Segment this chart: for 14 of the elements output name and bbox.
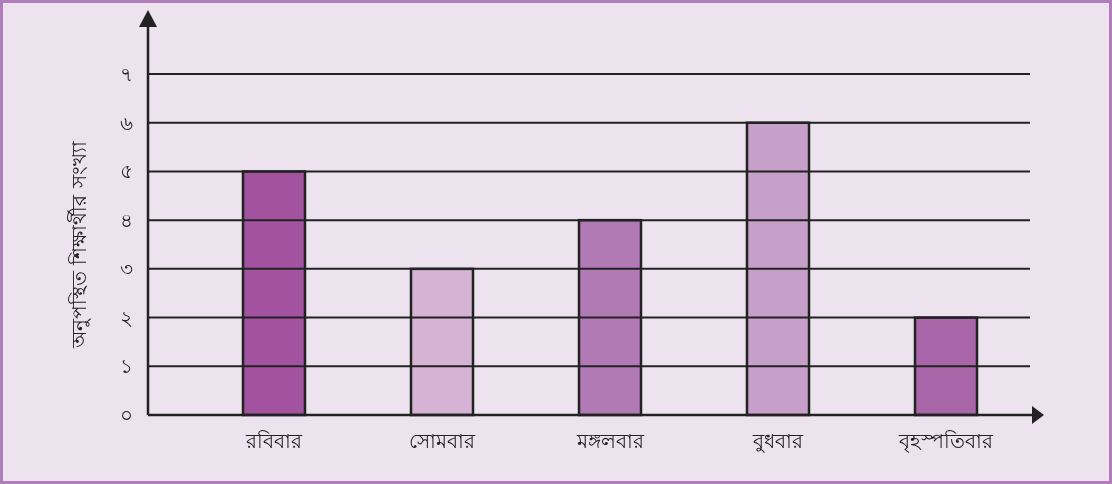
ytick: ৪ bbox=[119, 208, 133, 233]
ylabel: অনুপস্থিত শিক্ষার্থীর সংখ্যা bbox=[67, 141, 91, 348]
ytick: ৭ bbox=[119, 62, 133, 86]
ytick: ০ bbox=[119, 403, 133, 427]
ytick: ১ bbox=[119, 354, 133, 379]
xtick: বৃহস্পতিবার bbox=[899, 429, 993, 453]
ytick: ২ bbox=[119, 305, 133, 330]
ytick: ৬ bbox=[119, 110, 133, 135]
xtick: সোমবার bbox=[409, 429, 475, 453]
ytick: ৩ bbox=[119, 256, 133, 281]
xtick: রবিবার bbox=[246, 429, 302, 453]
ytick: ৫ bbox=[119, 159, 133, 184]
xtick: মঙ্গলবার bbox=[576, 429, 644, 453]
xtick: বুধবার bbox=[753, 429, 803, 453]
